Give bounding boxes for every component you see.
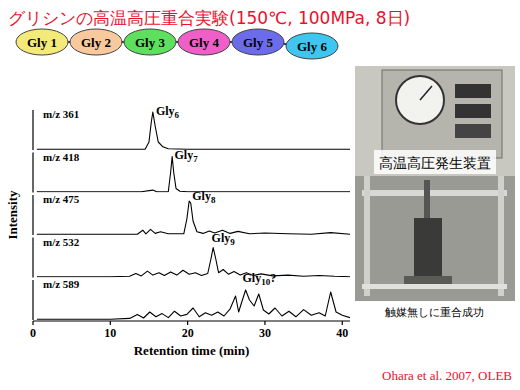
glycine-label: Gly 1 xyxy=(27,35,57,50)
peak-label: Gly7 xyxy=(174,148,198,164)
display xyxy=(455,124,491,138)
pressure-gauge xyxy=(396,76,444,124)
rack-shelf xyxy=(362,284,507,289)
y-axis-line xyxy=(32,195,33,235)
vessel-base xyxy=(404,276,452,284)
peak-label-suffix: ? xyxy=(270,271,276,285)
photo-wall xyxy=(355,66,515,176)
trace-line xyxy=(37,290,350,319)
glycine-unit xyxy=(70,29,122,55)
x-axis-line xyxy=(33,320,350,321)
glycine-unit xyxy=(124,29,176,55)
x-tick-label: 20 xyxy=(182,326,194,340)
peak-label-main: Gly xyxy=(243,271,262,285)
panel-label: m/z 418 xyxy=(43,151,80,163)
x-tick-label: 30 xyxy=(259,326,271,340)
glycine-label: Gly 6 xyxy=(297,39,327,54)
display xyxy=(455,104,491,118)
glycine-unit xyxy=(286,33,338,59)
panel-label: m/z 589 xyxy=(43,278,80,290)
chromatogram-panel: m/z 532 xyxy=(33,236,350,278)
peak-label-subscript: 8 xyxy=(211,195,216,205)
x-tick-label: 0 xyxy=(30,326,36,340)
slide: グリシンの高温高圧重合実験(150℃, 100MPa, 8日)Gly 1Gly … xyxy=(0,0,520,390)
control-panel xyxy=(382,70,502,158)
chromatogram-panel: m/z 589 0 10 20 30 40 Retention time (min) xyxy=(30,278,350,358)
x-tick-label: 10 xyxy=(104,326,116,340)
peak-label-main: Gly xyxy=(212,231,231,245)
x-axis-title: Retention time (min) xyxy=(134,343,250,358)
trace-group xyxy=(37,112,350,149)
x-tick-label: 40 xyxy=(336,326,348,340)
peak-label-subscript: 6 xyxy=(175,110,180,120)
gauge-needle xyxy=(420,86,432,100)
glycine-unit xyxy=(178,29,230,55)
peak-label-subscript: 9 xyxy=(230,237,235,247)
peak-label-main: Gly xyxy=(174,148,193,162)
panel-label: m/z 475 xyxy=(43,193,80,205)
peak-label: Gly8 xyxy=(192,189,216,205)
y-axis-line xyxy=(32,280,33,320)
note: 触媒無しに重合成功 xyxy=(385,306,484,319)
photo-label-box xyxy=(374,150,496,174)
y-axis-title: Intensity xyxy=(5,190,20,240)
display xyxy=(455,84,491,98)
glycine-label: Gly 4 xyxy=(189,35,219,50)
trace-line xyxy=(37,112,350,149)
trace-group xyxy=(37,290,350,319)
trace-line xyxy=(37,201,350,234)
glycine-label: Gly 2 xyxy=(81,35,111,50)
panel-label: m/z 361 xyxy=(43,108,79,120)
x-tick xyxy=(32,321,33,325)
slide-canvas: グリシンの高温高圧重合実験(150℃, 100MPa, 8日)Gly 1Gly … xyxy=(0,0,520,390)
peak-label-main: Gly xyxy=(156,104,175,118)
rack-bar xyxy=(362,190,507,196)
photo-label: 高温高圧発生装置 xyxy=(379,155,491,171)
y-axis-line xyxy=(32,238,33,278)
peak-label-subscript: 7 xyxy=(193,154,198,164)
glycine-label: Gly 3 xyxy=(135,35,165,50)
peak-label: Gly9 xyxy=(212,231,236,247)
rack-post xyxy=(364,176,370,296)
panel-label: m/z 532 xyxy=(43,236,80,248)
photo-background xyxy=(355,66,515,301)
y-axis-line xyxy=(32,110,33,150)
trace-group xyxy=(37,201,350,234)
rack-post xyxy=(498,176,504,296)
citation: Ohara et al. 2007, OLEB xyxy=(382,368,512,383)
trace-line xyxy=(37,248,350,277)
glycine-chain: Gly 1 Gly 2 Gly 3 Gly 4 Gly 5 Gly 6 xyxy=(16,29,338,59)
trace-group xyxy=(37,248,350,277)
x-tick xyxy=(264,321,265,325)
x-tick xyxy=(187,321,188,325)
peak-label: Gly10? xyxy=(243,271,277,287)
glycine-label: Gly 5 xyxy=(243,35,273,50)
vessel xyxy=(414,218,442,280)
glycine-unit xyxy=(16,29,68,55)
pipe xyxy=(424,180,430,220)
chromatogram-panel: m/z 361 xyxy=(33,108,350,150)
slide-title: グリシンの高温高圧重合実験(150℃, 100MPa, 8日) xyxy=(8,8,410,28)
y-axis-line xyxy=(32,153,33,193)
glycine-unit xyxy=(232,29,284,55)
peak-label-main: Gly xyxy=(192,189,211,203)
peak-label: Gly6 xyxy=(156,104,180,120)
apparatus-photo xyxy=(355,66,515,301)
x-tick xyxy=(342,321,343,325)
x-tick xyxy=(110,321,111,325)
